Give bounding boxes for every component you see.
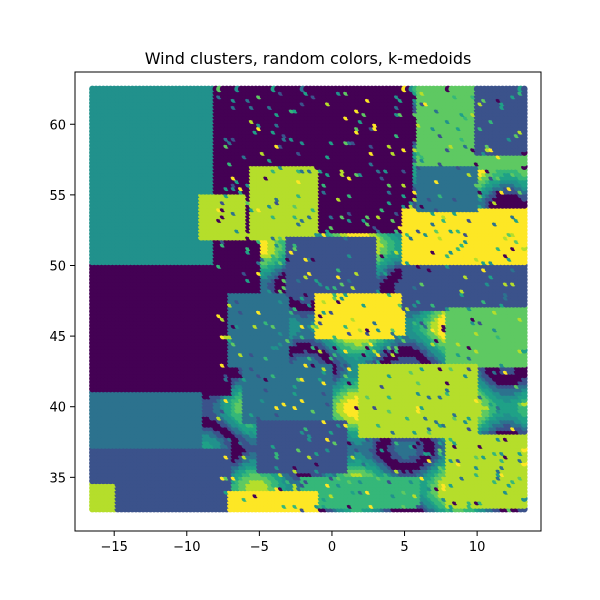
chart-title: Wind clusters, random colors, k-medoids	[145, 49, 472, 68]
scatter-points	[89, 85, 528, 513]
